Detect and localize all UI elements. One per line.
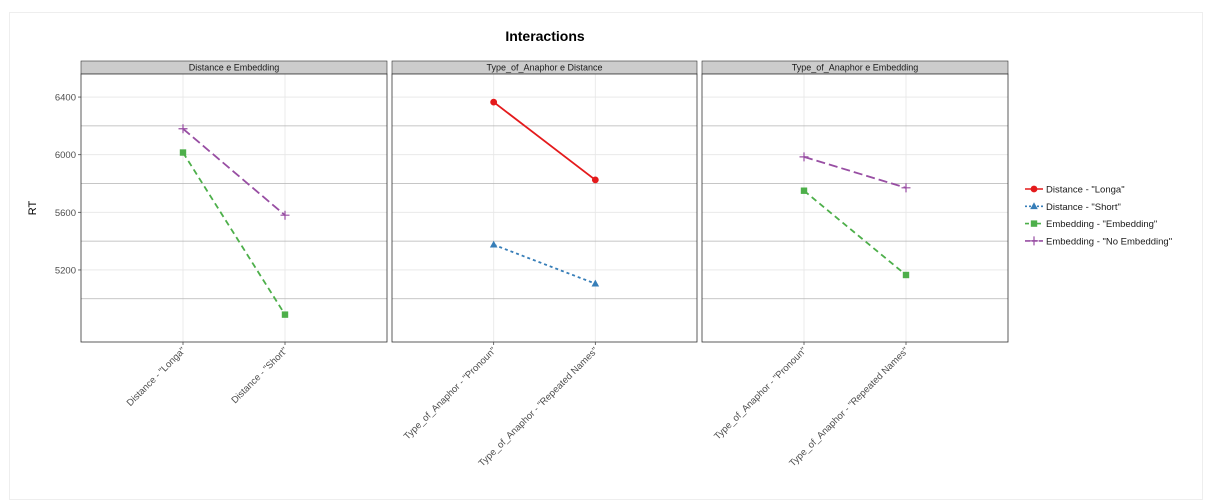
facet-strip-label: Distance e Embedding — [189, 63, 280, 73]
data-point — [901, 183, 911, 193]
x-tick-label: Type_of_Anaphor - "Repeated Names" — [477, 345, 601, 469]
panel-background — [702, 74, 1008, 342]
series-line — [493, 101, 596, 181]
y-tick-label: 5600 — [55, 208, 76, 219]
legend-key-marker — [1030, 220, 1038, 227]
x-tick-label: Type_of_Anaphor - "Pronoun" — [712, 345, 809, 442]
series-line — [803, 190, 907, 276]
legend-key-marker — [1030, 202, 1038, 210]
x-tick-label: Type_of_Anaphor - "Pronoun" — [402, 345, 499, 442]
series-line — [182, 128, 286, 216]
panel-border — [80, 73, 388, 343]
legend-label: Embedding - "Embedding" — [1046, 219, 1157, 230]
data-point — [799, 152, 809, 162]
panel-border — [701, 73, 1009, 343]
legend-label: Distance - "Longa" — [1046, 185, 1125, 196]
facet-panel-2: Type_of_Anaphor e Distance Type_of_Anapho… — [391, 60, 698, 469]
y-tick-label: 6000 — [55, 150, 76, 161]
data-point — [281, 311, 289, 318]
series-line — [182, 152, 286, 316]
y-tick-label: 5200 — [55, 265, 76, 276]
series-line — [803, 155, 907, 189]
data-point — [591, 279, 600, 287]
chart-frame — [9, 12, 1203, 500]
legend: Distance - "Longa" Distance - "Short" Embe… — [1025, 185, 1172, 247]
data-point — [591, 176, 599, 184]
data-point — [280, 210, 290, 220]
data-point — [800, 187, 808, 194]
legend-label: Embedding - "No Embedding" — [1046, 236, 1172, 247]
data-point — [489, 240, 498, 248]
panel-border — [391, 73, 698, 343]
facet-strip-label: Type_of_Anaphor e Distance — [486, 63, 602, 73]
x-tick-label: Distance - "Short" — [229, 345, 290, 406]
legend-item: Embedding - "Embedding" — [1025, 219, 1157, 230]
y-tick-label: 6400 — [55, 93, 76, 104]
facet-strip-label: Type_of_Anaphor e Embedding — [792, 63, 919, 73]
legend-key-marker — [1029, 236, 1039, 246]
legend-item: Distance - "Short" — [1025, 202, 1121, 213]
y-axis-label: RT — [27, 200, 39, 215]
facet-panel-3: Type_of_Anaphor e Embedding Type_of_Anaph… — [701, 60, 1009, 469]
legend-key-marker — [1030, 185, 1038, 193]
data-point — [179, 149, 187, 156]
x-tick-label: Distance - "Longa" — [125, 345, 188, 408]
x-tick-label: Type_of_Anaphor - "Repeated Names" — [787, 345, 911, 469]
facet-panel-1: Distance e Embedding Distance - "Longa" Di… — [80, 60, 388, 409]
data-point — [902, 271, 910, 279]
panel-background — [81, 74, 387, 342]
legend-label: Distance - "Short" — [1046, 202, 1121, 213]
panel-background — [392, 74, 697, 342]
legend-item: Distance - "Longa" — [1025, 185, 1125, 196]
data-point — [490, 98, 498, 106]
chart-title: Interactions — [505, 28, 585, 44]
legend-item: Embedding - "No Embedding" — [1025, 236, 1172, 247]
series-line — [493, 243, 596, 285]
data-point — [178, 124, 188, 134]
